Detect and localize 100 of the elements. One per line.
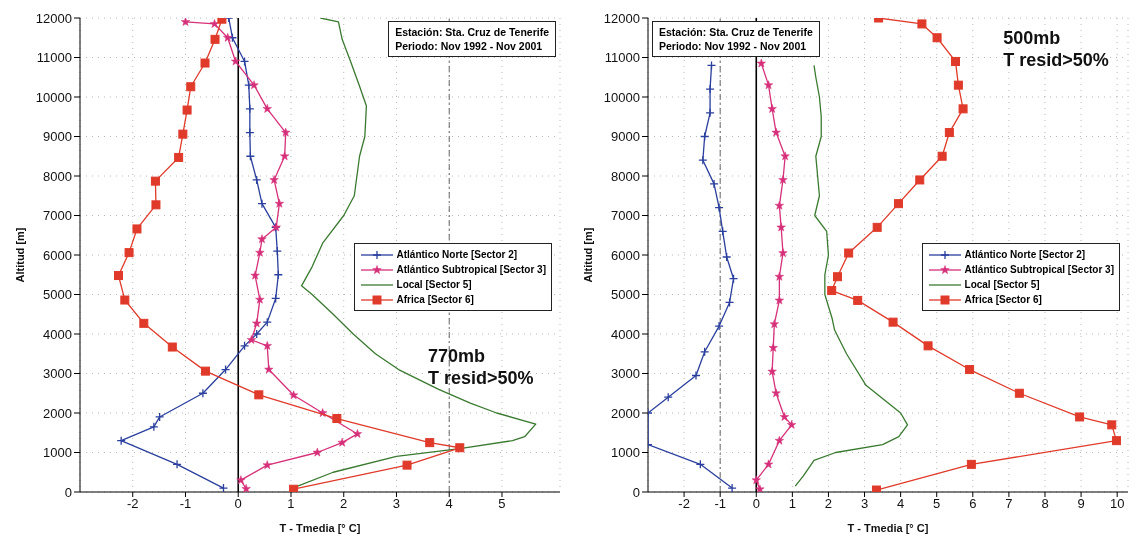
point	[139, 318, 149, 328]
y-tick-label: 10000	[35, 89, 72, 105]
point	[252, 175, 262, 185]
point	[965, 365, 975, 375]
y-tick-label: 7000	[43, 208, 72, 224]
point	[778, 175, 788, 184]
x-tick-label: 8	[1041, 496, 1049, 512]
legend-label: Atlántico Subtropical [Sector 3]	[396, 263, 546, 278]
legend-label: Atlántico Norte [Sector 2]	[396, 248, 518, 263]
point	[289, 484, 299, 492]
point	[269, 175, 279, 184]
x-tick-label: 4	[897, 496, 905, 512]
point	[455, 443, 465, 453]
point	[1107, 420, 1117, 430]
point	[705, 108, 715, 118]
x-tick-label: 2	[824, 496, 833, 512]
point	[186, 82, 196, 92]
point	[155, 412, 165, 422]
point	[167, 342, 177, 352]
point	[209, 19, 220, 28]
point	[210, 34, 220, 44]
point	[871, 485, 881, 492]
point	[231, 56, 241, 66]
annotation: Estación: Sta. Cruz de Tenerife	[659, 25, 813, 39]
point	[172, 459, 182, 469]
y-tick-label: 1000	[611, 445, 640, 461]
x-tick-label: 5	[498, 496, 506, 512]
point	[950, 56, 960, 66]
y-tick-label: 11000	[604, 50, 640, 66]
point	[255, 294, 265, 304]
y-tick-label: 6000	[611, 247, 640, 263]
y-tick-label: 1000	[43, 445, 72, 461]
point	[262, 104, 272, 113]
point	[932, 33, 942, 43]
y-tick-label: 12000	[603, 10, 640, 26]
annotation: Estación: Sta. Cruz de Tenerife	[395, 25, 549, 39]
point	[872, 222, 882, 232]
point	[827, 286, 837, 296]
point	[178, 129, 188, 139]
point	[182, 105, 192, 115]
point	[966, 459, 976, 469]
x-tick-label: 1	[287, 496, 295, 512]
y-tick-label: 7000	[611, 208, 640, 224]
point	[218, 483, 229, 492]
point	[771, 388, 781, 398]
point	[174, 152, 184, 162]
point	[281, 127, 291, 137]
point	[254, 390, 264, 400]
y-axis-title: Altitud [m]	[13, 227, 26, 283]
point	[262, 460, 272, 470]
y-tick-label: 9000	[611, 129, 640, 145]
point	[200, 58, 210, 68]
y-tick-label: 3000	[43, 366, 72, 382]
x-tick-label: 1	[788, 496, 796, 512]
point	[151, 200, 161, 210]
x-tick-label: 0	[752, 496, 760, 512]
point	[888, 317, 898, 327]
point	[714, 202, 724, 213]
point	[250, 270, 260, 280]
point	[180, 18, 191, 26]
point	[691, 370, 701, 381]
y-tick-label: 2000	[43, 405, 72, 421]
point	[771, 127, 781, 137]
annotation: 770mb	[428, 345, 487, 368]
point	[722, 252, 732, 262]
x-axis-title: T - Tmedia [° C]	[279, 522, 361, 534]
point	[776, 222, 786, 232]
point	[425, 438, 435, 448]
x-tick-label: -2	[126, 496, 139, 512]
y-tick-label: 5000	[611, 287, 640, 303]
point	[832, 272, 842, 282]
point	[937, 151, 947, 161]
point	[764, 459, 774, 469]
y-tick-label: 0	[632, 484, 640, 500]
point	[778, 248, 788, 257]
x-tick-label: 10	[1109, 496, 1125, 512]
point	[953, 80, 963, 90]
point	[223, 33, 233, 42]
point	[274, 198, 284, 208]
point	[280, 151, 290, 161]
y-tick-label: 2000	[611, 405, 640, 421]
point	[705, 84, 715, 94]
y-tick-label: 10000	[603, 89, 640, 105]
point	[246, 335, 256, 344]
point	[1111, 436, 1121, 446]
point	[150, 176, 160, 186]
point	[755, 484, 765, 492]
point	[337, 437, 347, 447]
x-tick-label: 9	[1077, 496, 1085, 512]
line-series	[794, 64, 909, 487]
point	[779, 412, 789, 421]
annotation: T resid>50%	[428, 367, 534, 390]
annotation: 500mb	[1003, 27, 1062, 50]
point	[239, 341, 250, 351]
point	[116, 436, 126, 446]
point	[714, 321, 724, 331]
point	[114, 271, 124, 281]
x-tick-label: 2	[340, 496, 348, 512]
y-axis-title: Altitud [m]	[581, 227, 594, 283]
point	[767, 366, 777, 376]
